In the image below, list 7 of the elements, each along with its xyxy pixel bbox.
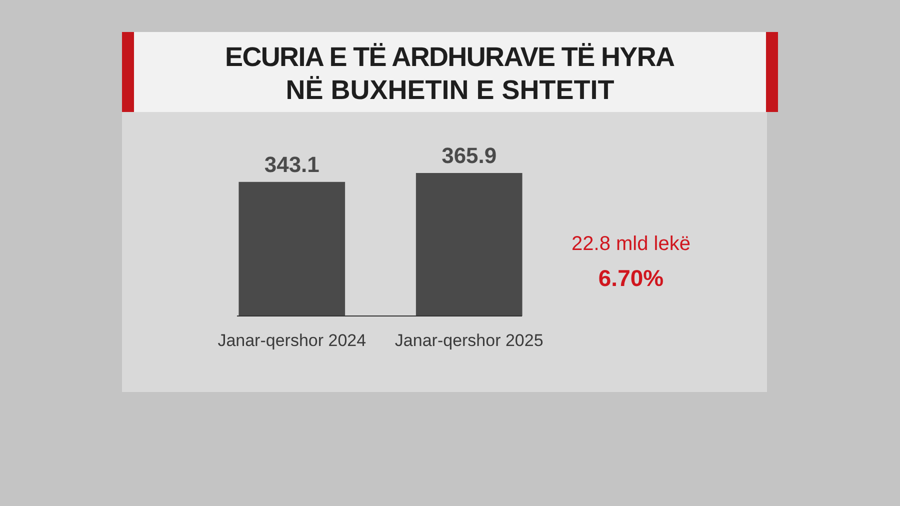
text: 22.8 mld lekë (572, 233, 690, 255)
data-label: 343.1 (264, 152, 320, 177)
chart-title: ECURIA E TË ARDHURAVE TË HYRA NË BUXHETIN E SHTETIT (225, 42, 675, 105)
data-label: 365.9 (442, 143, 497, 168)
text: 6.70% (598, 265, 664, 291)
x-tick-label: Janar-qershor 2024 (218, 331, 366, 350)
x-tick-label: Janar-qershor 2025 (394, 331, 544, 350)
